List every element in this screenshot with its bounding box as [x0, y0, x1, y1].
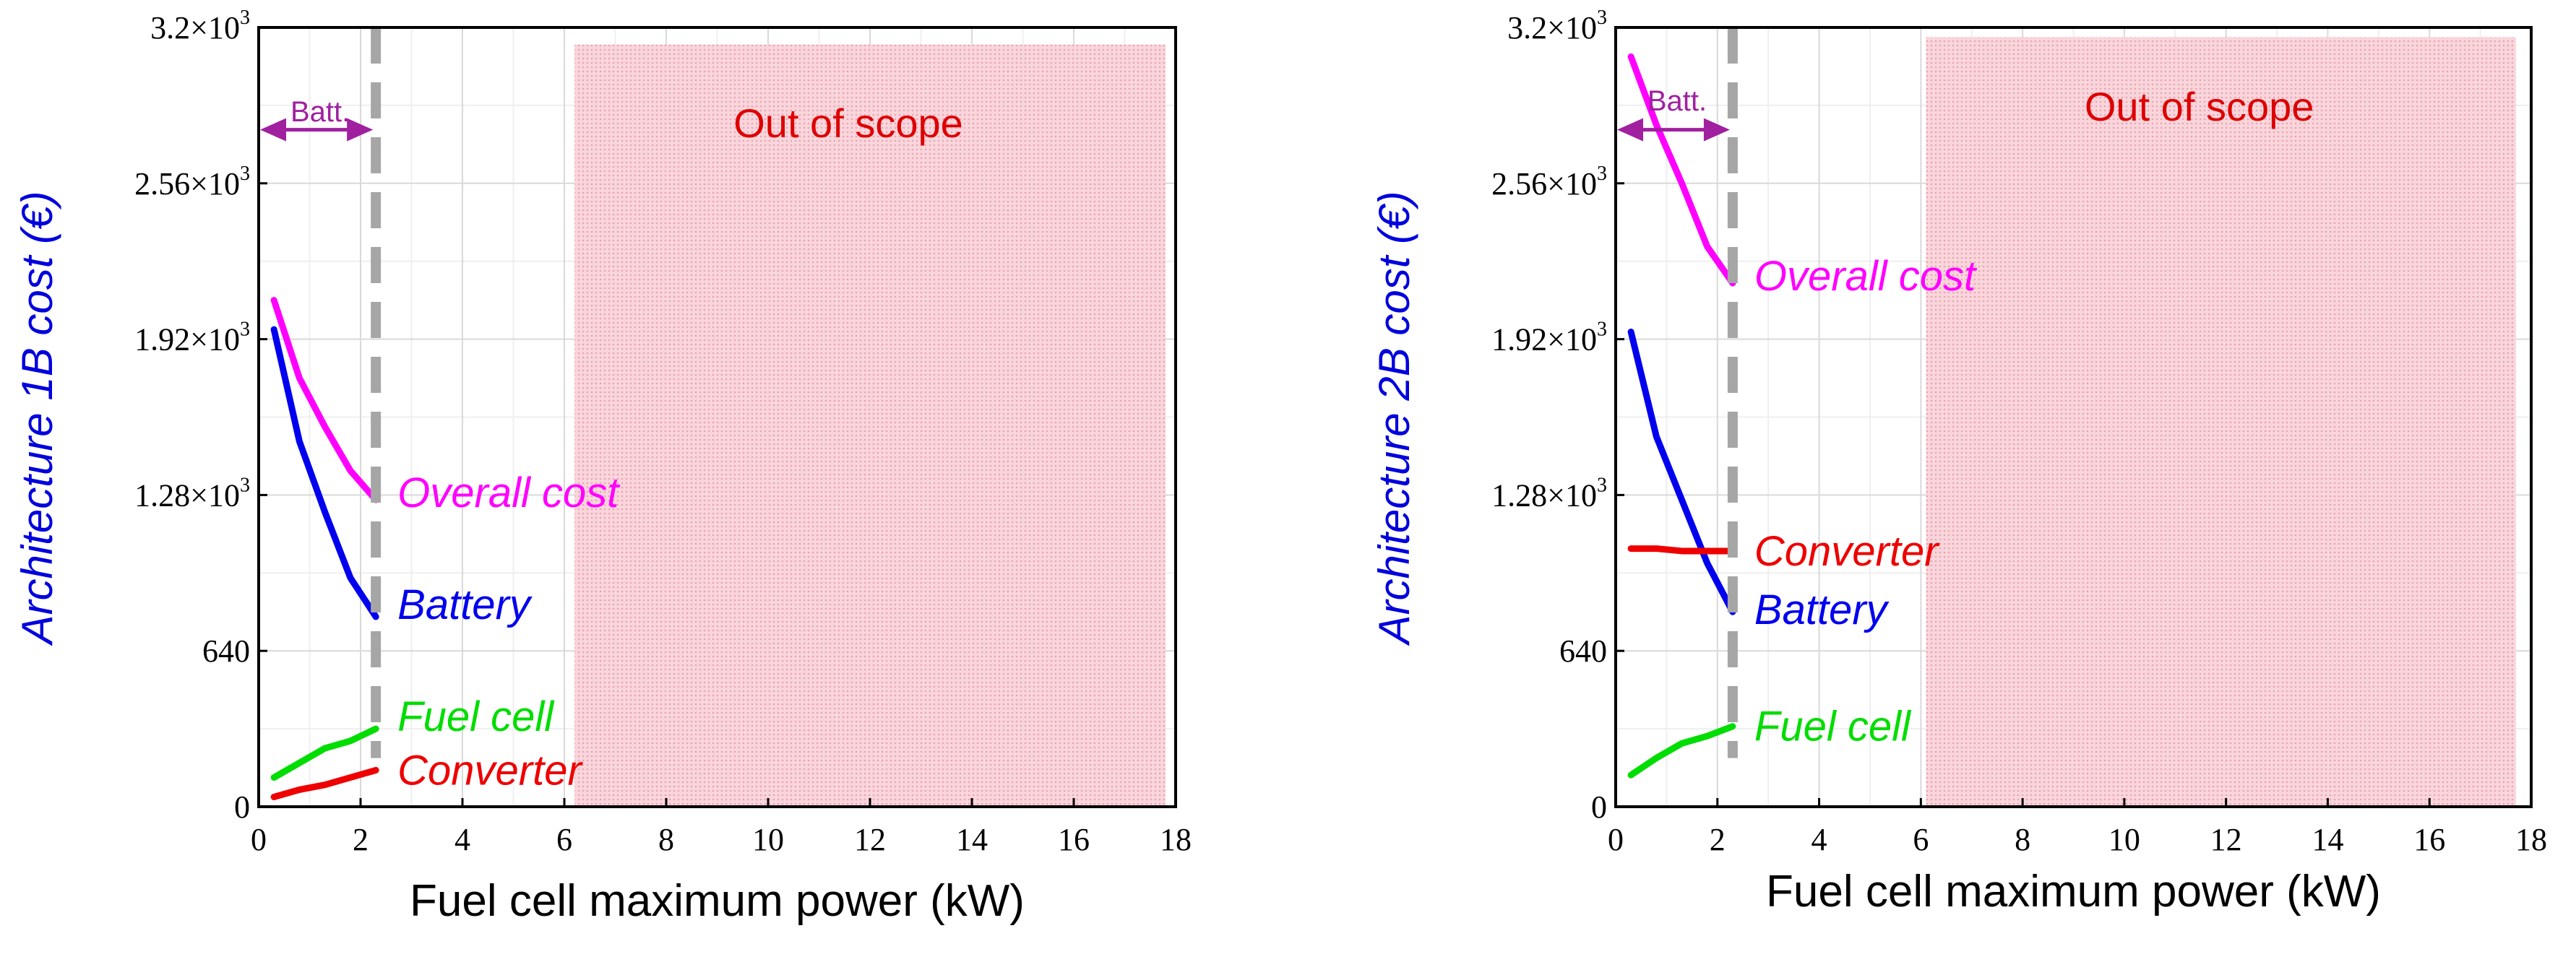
plot-frame	[1614, 26, 2533, 808]
y-tick-label: 1.28×103	[134, 474, 250, 513]
x-tick-label: 0	[1608, 822, 1624, 857]
arrow-head-right	[347, 118, 374, 142]
series-line-overall	[1627, 53, 1736, 287]
x-tick-label: 12	[2210, 822, 2242, 857]
x-tick-label: 0	[251, 822, 267, 857]
y-tick-label: 1.92×103	[1491, 318, 1607, 358]
series-line-battery	[1627, 328, 1736, 615]
x-tick-label: 14	[2312, 822, 2343, 857]
y-tick-label: 3.2×103	[1507, 6, 1607, 46]
x-tick-label: 14	[956, 822, 988, 857]
series-line-fuel-cell	[270, 725, 379, 781]
x-tick-label: 2	[1710, 822, 1726, 857]
y-tick-label: 1.92×103	[134, 318, 250, 358]
x-tick-label: 18	[1160, 822, 1192, 857]
chart-1b: Out of scope Batt. Overall cost Battery Fuel…	[13, 6, 1192, 926]
series-label-fuel-cell: Fuel cell	[1754, 703, 1912, 750]
x-tick-label: 12	[854, 822, 886, 857]
series-line-converter	[270, 766, 379, 801]
series-label-battery: Battery	[1754, 586, 1890, 633]
x-tick-label: 16	[2413, 822, 2445, 857]
plot-frame	[257, 26, 1177, 808]
x-tick-label: 18	[2515, 822, 2547, 857]
series-line-fuel-cell	[1627, 723, 1736, 779]
y-tick-label: 2.56×103	[134, 162, 250, 202]
out-of-scope-region	[574, 44, 1166, 807]
series-label-converter: Converter	[397, 747, 583, 794]
x-tick-label: 6	[556, 822, 572, 857]
battery-range-label: Batt.	[290, 96, 350, 128]
y-tick-label: 3.2×103	[150, 6, 250, 46]
series-line-converter	[1627, 545, 1736, 555]
out-of-scope-region	[1926, 37, 2516, 807]
x-tick-label: 16	[1058, 822, 1090, 857]
x-tick-label: 4	[455, 822, 470, 857]
chart-2b: Out of scope Batt. Overall cost Battery Conv…	[1370, 6, 2547, 916]
series-label-battery: Battery	[397, 581, 533, 628]
series-label-converter: Converter	[1754, 528, 1940, 575]
out-of-scope-label: Out of scope	[733, 100, 963, 146]
arrow-head-left	[1617, 118, 1643, 142]
y-tick-label: 0	[1591, 789, 1607, 825]
y-tick-label: 1.28×103	[1491, 474, 1607, 513]
x-tick-label: 10	[2108, 822, 2140, 857]
series-label-overall: Overall cost	[1754, 253, 1978, 300]
arrow-head-right	[1703, 118, 1730, 142]
y-tick-label: 2.56×103	[1491, 162, 1607, 202]
x-axis-label: Fuel cell maximum power (kW)	[1766, 867, 2381, 916]
y-tick-label: 0	[234, 789, 250, 825]
x-tick-label: 10	[752, 822, 784, 857]
out-of-scope-label: Out of scope	[2085, 84, 2314, 129]
series-label-fuel-cell: Fuel cell	[397, 693, 555, 740]
series-label-overall: Overall cost	[397, 469, 621, 516]
arrow-head-left	[260, 118, 286, 142]
x-tick-label: 6	[1913, 822, 1929, 857]
y-axis-label: Architecture 1B cost (€)	[13, 191, 61, 646]
x-tick-label: 4	[1812, 822, 1827, 857]
y-axis-label: Architecture 2B cost (€)	[1370, 191, 1418, 646]
x-tick-label: 8	[2015, 822, 2030, 857]
x-axis-label: Fuel cell maximum power (kW)	[410, 876, 1025, 926]
y-tick-label: 640	[202, 633, 250, 669]
x-tick-label: 8	[658, 822, 674, 857]
x-tick-label: 2	[353, 822, 369, 857]
series-line-battery	[270, 326, 379, 620]
battery-range-label: Batt.	[1647, 85, 1707, 117]
series-line-overall	[270, 297, 379, 503]
y-tick-label: 640	[1559, 633, 1607, 669]
